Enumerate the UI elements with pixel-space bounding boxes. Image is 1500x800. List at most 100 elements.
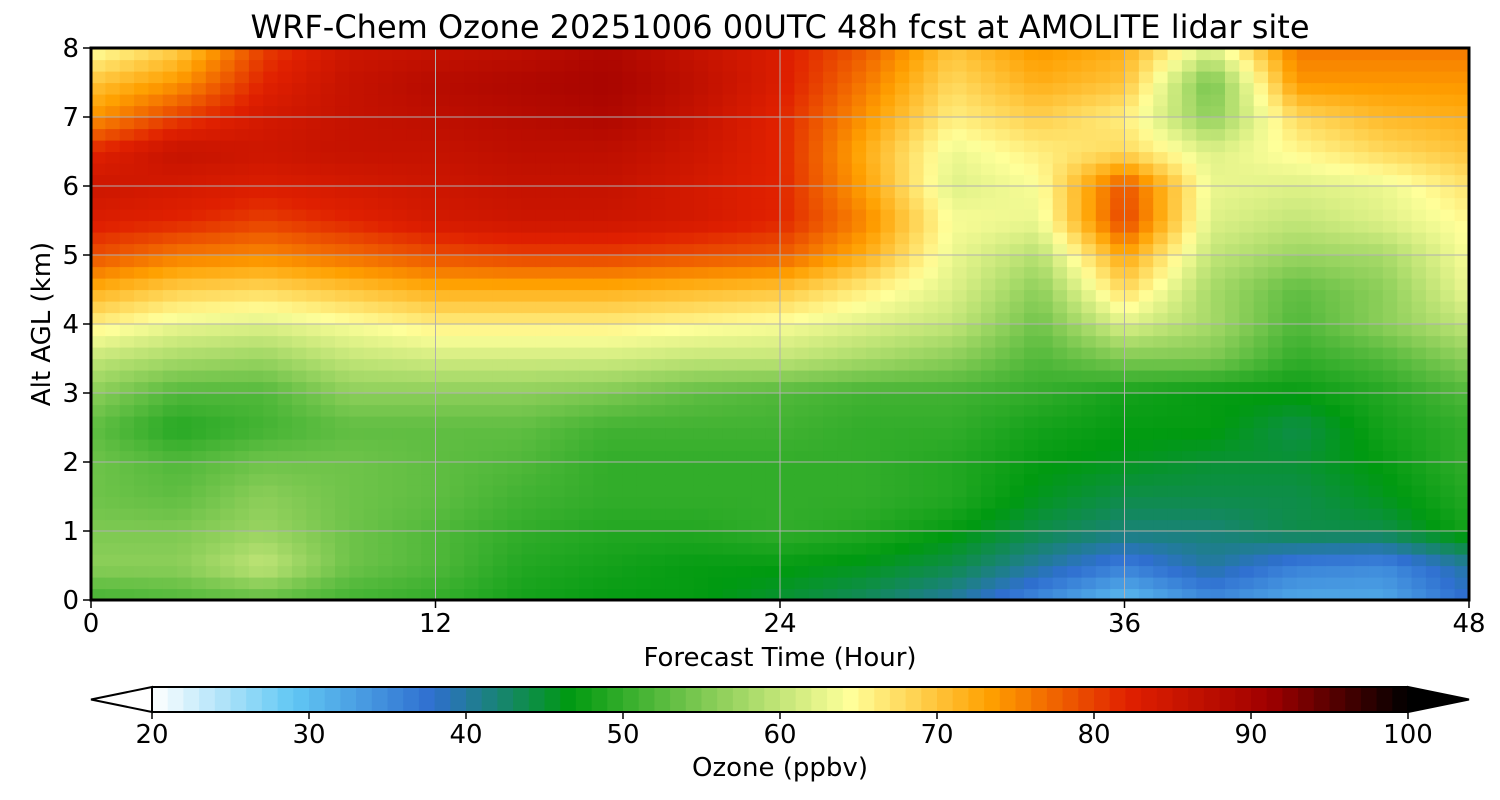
heatmap-cell bbox=[1067, 243, 1083, 256]
heatmap-cell bbox=[751, 186, 767, 199]
heatmap-cell bbox=[306, 255, 322, 268]
heatmap-cell bbox=[478, 496, 494, 509]
heatmap-cell bbox=[564, 462, 580, 475]
heatmap-cell bbox=[234, 393, 250, 406]
heatmap-cell bbox=[823, 358, 839, 371]
heatmap-cell bbox=[220, 186, 236, 199]
heatmap-cell bbox=[535, 554, 551, 567]
heatmap-cell bbox=[1397, 163, 1413, 176]
heatmap-cell bbox=[406, 59, 422, 72]
heatmap-cell bbox=[708, 266, 724, 279]
heatmap-cell bbox=[550, 542, 566, 555]
heatmap-cell bbox=[105, 370, 121, 383]
heatmap-cell bbox=[550, 404, 566, 417]
heatmap-cell bbox=[306, 496, 322, 509]
heatmap-cell bbox=[1196, 163, 1212, 176]
heatmap-cell bbox=[937, 105, 953, 118]
heatmap-cell bbox=[579, 347, 594, 360]
heatmap-cell bbox=[435, 347, 451, 360]
heatmap-cell bbox=[177, 393, 193, 406]
heatmap-cell bbox=[837, 82, 853, 95]
heatmap-cell bbox=[1224, 94, 1240, 107]
heatmap-cell bbox=[579, 427, 594, 440]
heatmap-cell bbox=[478, 151, 494, 164]
heatmap-cell bbox=[234, 94, 250, 107]
heatmap-cell bbox=[507, 542, 523, 555]
heatmap-cell bbox=[1124, 554, 1140, 567]
heatmap-cell bbox=[1325, 82, 1341, 95]
heatmap-cell bbox=[1397, 370, 1413, 383]
heatmap-cell bbox=[277, 496, 293, 509]
heatmap-cell bbox=[808, 220, 824, 233]
heatmap-cell bbox=[349, 588, 365, 600]
heatmap-cell bbox=[306, 473, 322, 486]
heatmap-cell bbox=[148, 370, 164, 383]
heatmap-cell bbox=[1153, 335, 1169, 348]
heatmap-cell bbox=[1110, 151, 1126, 164]
heatmap-cell bbox=[535, 312, 551, 325]
heatmap-cell bbox=[1268, 577, 1283, 590]
heatmap-cell bbox=[148, 151, 164, 164]
heatmap-cell bbox=[837, 508, 853, 521]
heatmap-cell bbox=[1024, 381, 1039, 394]
heatmap-cell bbox=[607, 439, 623, 452]
heatmap-cell bbox=[435, 186, 451, 199]
heatmap-cell bbox=[937, 232, 953, 245]
heatmap-cell bbox=[1339, 519, 1355, 532]
heatmap-cell bbox=[1210, 404, 1226, 417]
heatmap-cell bbox=[1095, 117, 1111, 130]
heatmap-cell bbox=[1425, 197, 1441, 210]
heatmap-cell bbox=[306, 324, 322, 337]
heatmap-cell bbox=[937, 358, 953, 371]
heatmap-cell bbox=[1153, 151, 1169, 164]
heatmap-cell bbox=[1397, 462, 1413, 475]
heatmap-cell bbox=[866, 519, 882, 532]
heatmap-cell bbox=[291, 427, 307, 440]
heatmap-cell bbox=[579, 278, 594, 291]
heatmap-cell bbox=[579, 404, 594, 417]
heatmap-cell bbox=[521, 59, 537, 72]
heatmap-cell bbox=[1253, 128, 1269, 141]
heatmap-cell bbox=[1138, 370, 1154, 383]
heatmap-cell bbox=[765, 94, 781, 107]
heatmap-cell bbox=[765, 312, 781, 325]
heatmap-cell bbox=[521, 416, 537, 429]
heatmap-cell bbox=[464, 519, 480, 532]
heatmap-cell bbox=[105, 358, 121, 371]
heatmap-cell bbox=[579, 565, 594, 578]
heatmap-cell bbox=[1095, 71, 1111, 84]
heatmap-cell bbox=[1354, 266, 1370, 279]
heatmap-cell bbox=[1138, 416, 1154, 429]
heatmap-cell bbox=[521, 117, 537, 130]
heatmap-cell bbox=[1311, 174, 1327, 187]
heatmap-cell bbox=[808, 289, 824, 302]
heatmap-cell bbox=[1067, 301, 1083, 314]
heatmap-cell bbox=[521, 496, 537, 509]
heatmap-cell bbox=[449, 519, 465, 532]
heatmap-cell bbox=[507, 71, 523, 84]
heatmap-cell bbox=[205, 542, 221, 555]
heatmap-cell bbox=[392, 370, 408, 383]
heatmap-cell bbox=[1311, 278, 1327, 291]
heatmap-cell bbox=[234, 197, 250, 210]
colorbar-segment bbox=[701, 687, 718, 712]
heatmap-cell bbox=[837, 174, 853, 187]
heatmap-cell bbox=[894, 404, 910, 417]
heatmap-cell bbox=[277, 324, 293, 337]
heatmap-cell bbox=[1196, 232, 1212, 245]
heatmap-cell bbox=[679, 347, 695, 360]
heatmap-cell bbox=[665, 186, 681, 199]
heatmap-cell bbox=[134, 347, 150, 360]
heatmap-cell bbox=[1282, 427, 1298, 440]
heatmap-cell bbox=[1425, 496, 1441, 509]
heatmap-cell bbox=[1009, 324, 1025, 337]
heatmap-cell bbox=[1239, 485, 1255, 498]
heatmap-cell bbox=[679, 59, 695, 72]
heatmap-cell bbox=[1052, 48, 1068, 61]
heatmap-cell bbox=[220, 289, 236, 302]
heatmap-cell bbox=[808, 186, 824, 199]
heatmap-cell bbox=[291, 416, 307, 429]
heatmap-cell bbox=[449, 393, 465, 406]
heatmap-cell bbox=[765, 163, 781, 176]
heatmap-cell bbox=[1167, 82, 1183, 95]
